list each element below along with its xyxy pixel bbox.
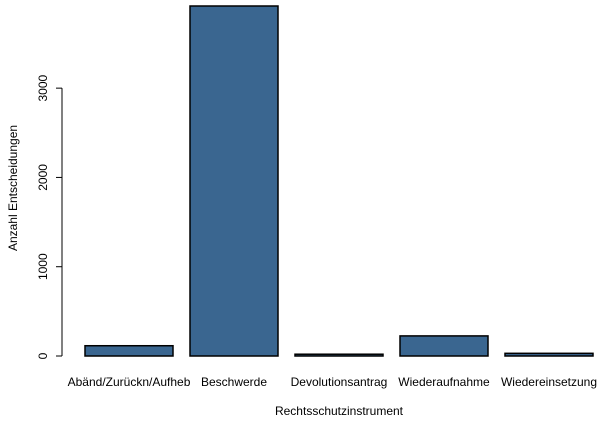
y-tick-label: 2000: [36, 164, 50, 191]
y-tick-label: 0: [36, 352, 50, 359]
bar: [189, 5, 279, 357]
y-tick-label: 3000: [36, 74, 50, 101]
x-tick-label: Wiederaufnahme: [398, 375, 490, 389]
x-tick-label: Beschwerde: [201, 375, 267, 389]
x-axis-label: Rechtsschutzinstrument: [275, 404, 404, 418]
bar: [84, 344, 174, 357]
bar: [504, 352, 594, 357]
x-tick-label: Wiedereinsetzung: [501, 375, 597, 389]
x-tick-label: Abänd/Zurückn/Aufheb: [68, 375, 191, 389]
bar: [399, 335, 489, 357]
y-axis-label: Anzahl Entscheidungen: [6, 125, 20, 251]
bar: [294, 353, 384, 357]
x-tick-label: Devolutionsantrag: [291, 375, 388, 389]
y-tick-label: 1000: [36, 253, 50, 280]
